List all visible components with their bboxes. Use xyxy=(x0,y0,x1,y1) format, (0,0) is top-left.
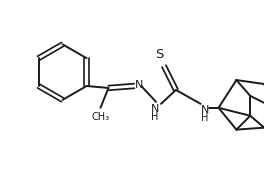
Text: N: N xyxy=(201,105,209,115)
Text: N: N xyxy=(151,104,159,114)
Text: CH₃: CH₃ xyxy=(91,112,109,122)
Text: H: H xyxy=(151,112,159,122)
Text: H: H xyxy=(201,113,208,123)
Text: N: N xyxy=(135,80,144,90)
Text: S: S xyxy=(155,48,163,61)
